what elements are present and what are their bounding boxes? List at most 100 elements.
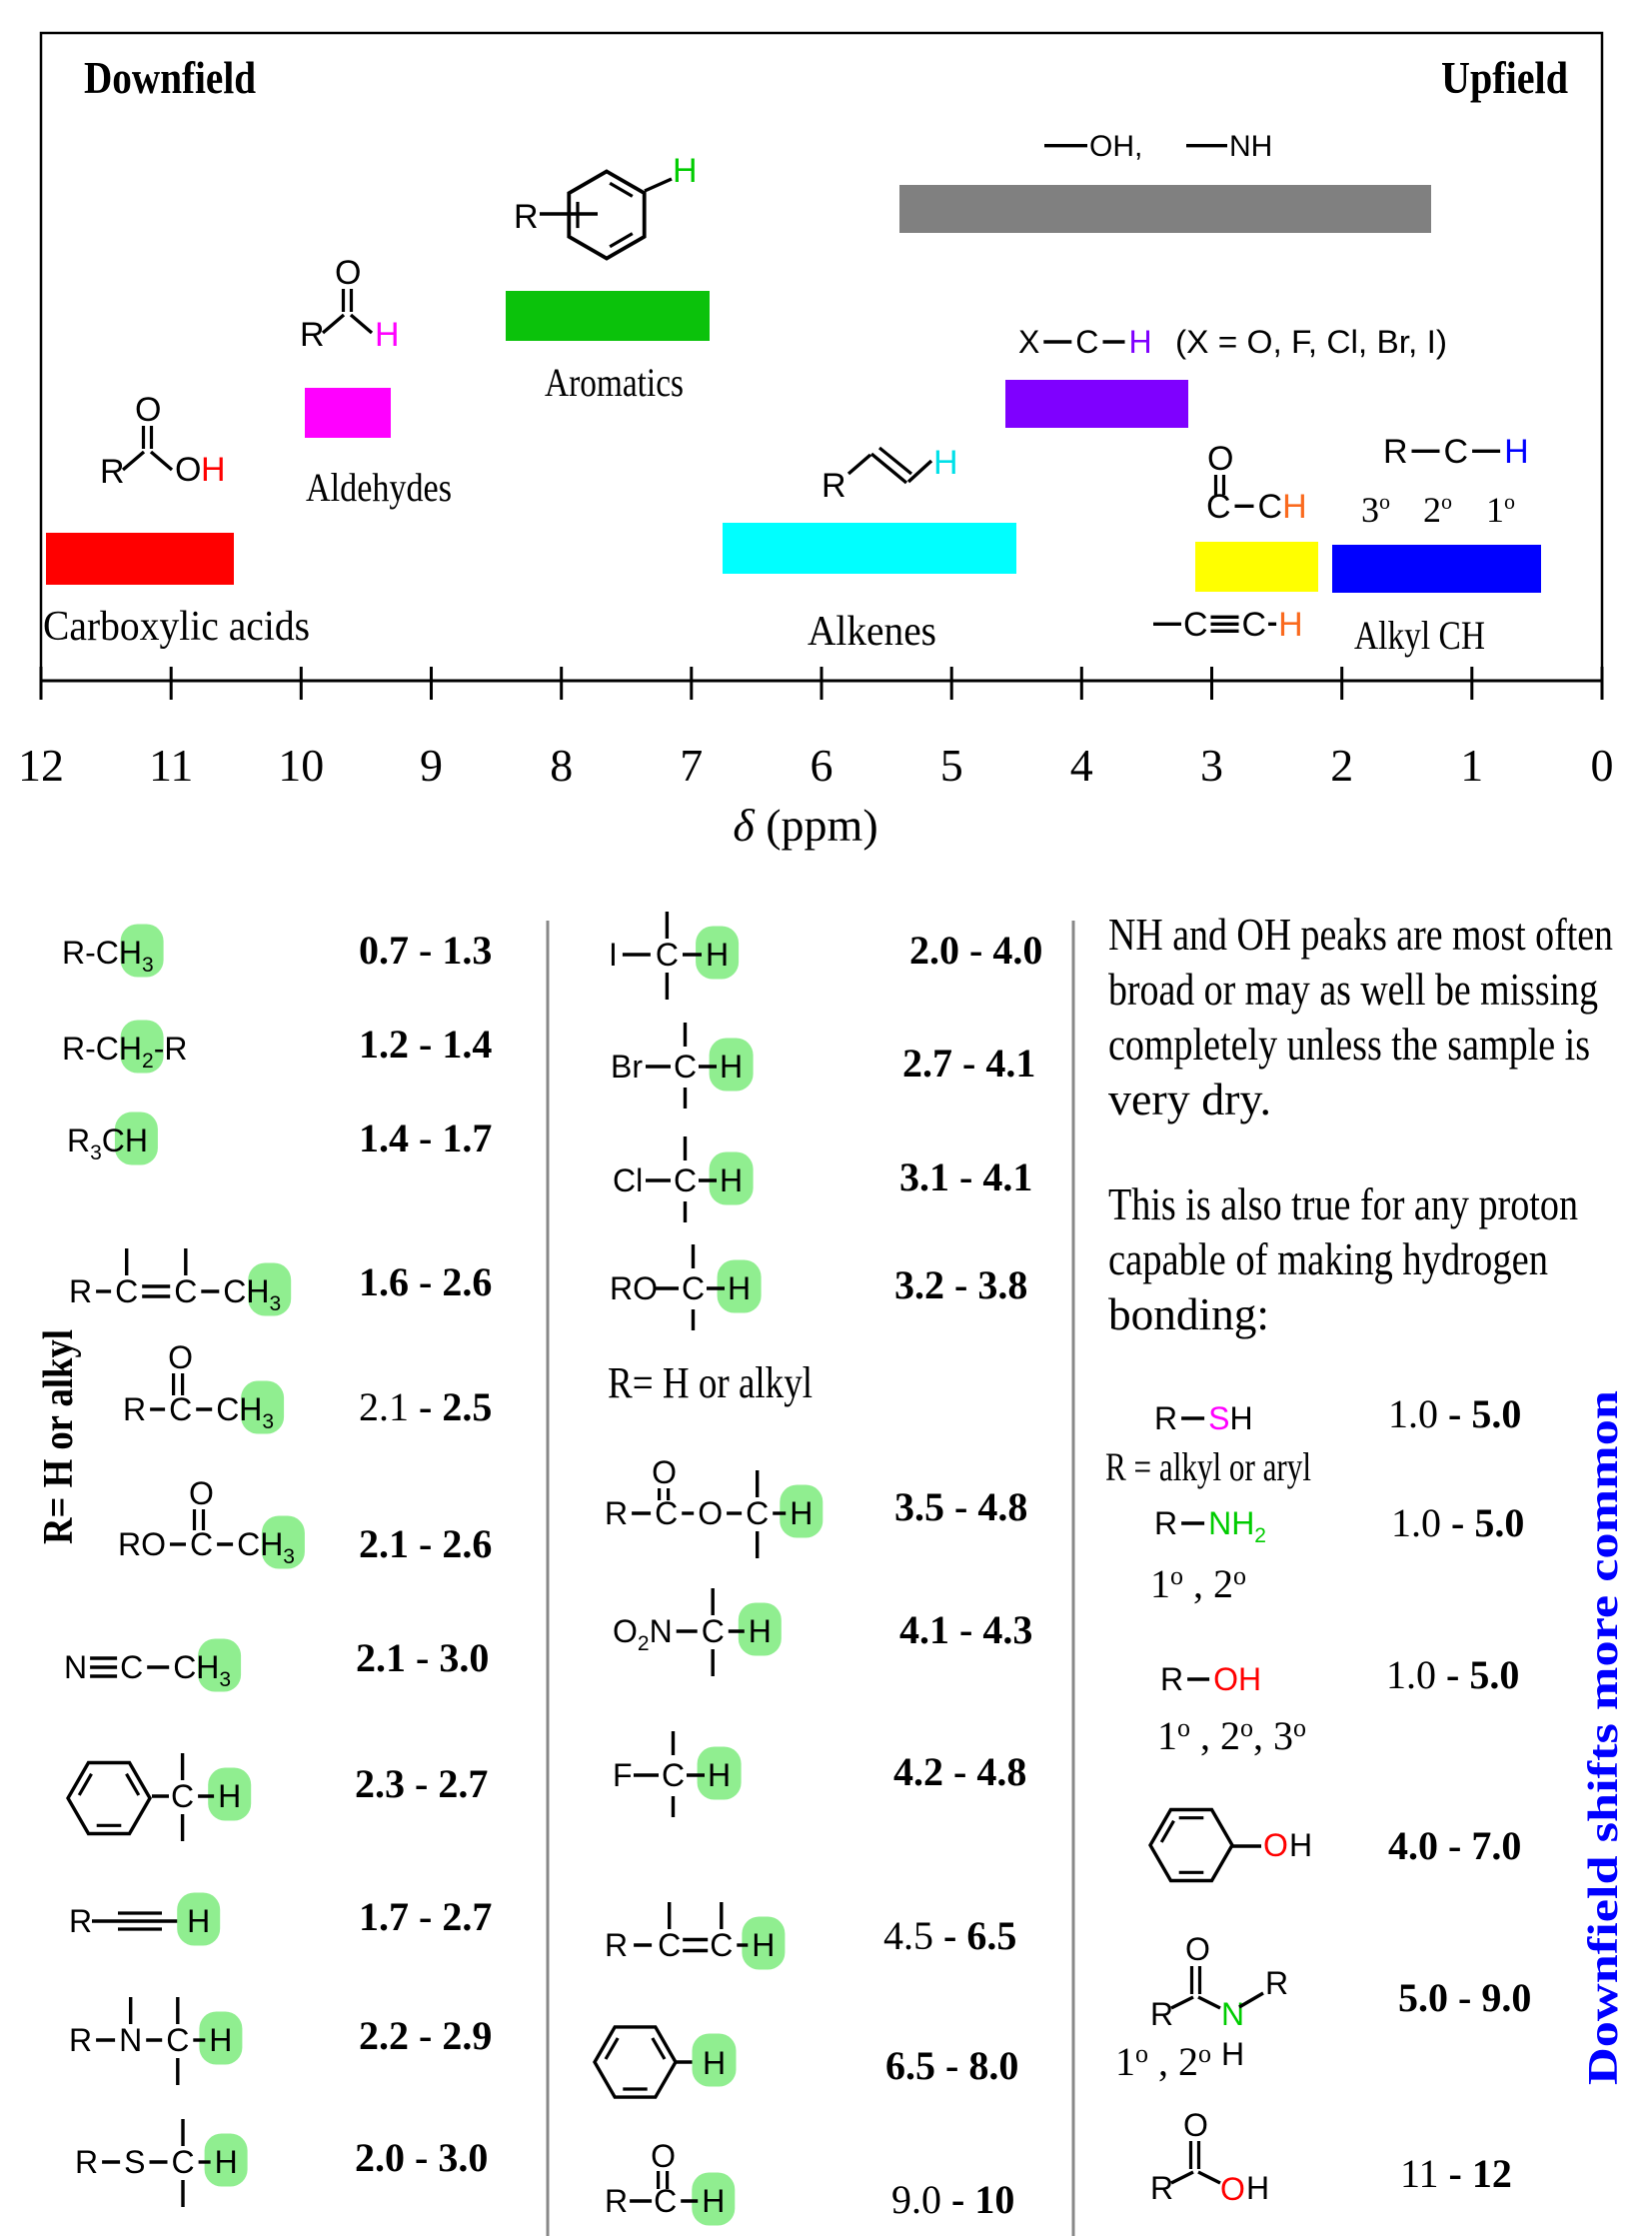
svg-text:H: H: [720, 1049, 743, 1085]
svg-text:3: 3: [90, 1141, 102, 1164]
svg-text:O: O: [1183, 2107, 1208, 2143]
svg-text:3: 3: [262, 1410, 274, 1433]
svg-text:4.5 - 6.5: 4.5 - 6.5: [883, 1913, 1016, 1958]
svg-text:C: C: [171, 1778, 194, 1814]
svg-text:R: R: [1150, 2170, 1173, 2206]
svg-text:0: 0: [1591, 740, 1614, 791]
svg-text:F: F: [613, 1757, 633, 1793]
svg-text:C: C: [173, 1649, 196, 1685]
svg-text:NH: NH: [1229, 130, 1272, 163]
svg-text:R: R: [69, 1903, 92, 1939]
svg-text:H: H: [218, 1778, 241, 1814]
svg-text:C: C: [674, 1049, 697, 1085]
svg-text:3: 3: [142, 954, 154, 977]
svg-text:δ (ppm): δ (ppm): [733, 800, 877, 851]
svg-text:R = alkyl or aryl: R = alkyl or aryl: [1105, 1444, 1311, 1489]
svg-text:H: H: [749, 1613, 772, 1649]
svg-text:C: C: [216, 1391, 239, 1427]
svg-text:C: C: [223, 1273, 246, 1309]
svg-text:N: N: [1208, 1505, 1231, 1541]
svg-text:O: O: [651, 2138, 676, 2174]
svg-text:capable of making hydrogen: capable of making hydrogen: [1108, 1233, 1548, 1284]
svg-text:C: C: [654, 2183, 677, 2219]
svg-text:Cl: Cl: [613, 1162, 643, 1198]
svg-text:R= H or alkyl: R= H or alkyl: [608, 1358, 813, 1407]
svg-text:4: 4: [1070, 740, 1093, 791]
svg-text:C: C: [115, 1273, 138, 1309]
svg-text:S: S: [1208, 1400, 1229, 1436]
svg-text:very dry.: very dry.: [1108, 1074, 1271, 1124]
svg-text:C: C: [1444, 433, 1469, 471]
svg-text:5.0 - 9.0: 5.0 - 9.0: [1398, 1975, 1531, 2020]
svg-text:H: H: [187, 1903, 210, 1939]
svg-text:I: I: [609, 937, 618, 973]
svg-text:11: 11: [149, 740, 193, 791]
svg-text:10: 10: [278, 740, 324, 791]
svg-text:2.1 - 2.5: 2.1 - 2.5: [359, 1384, 492, 1429]
svg-text:3.2 - 3.8: 3.2 - 3.8: [894, 1262, 1027, 1307]
svg-text:X: X: [1018, 324, 1039, 360]
svg-text:broad or may as well be missin: broad or may as well be missing: [1108, 964, 1598, 1015]
svg-text:1o , 2o, 3o: 1o , 2o, 3o: [1157, 1713, 1306, 1758]
svg-text:Downfield: Downfield: [84, 52, 256, 103]
svg-text:4.2 - 4.8: 4.2 - 4.8: [893, 1749, 1026, 1794]
svg-text:R: R: [1154, 1505, 1177, 1541]
svg-text:R: R: [69, 2022, 92, 2058]
svg-text:C: C: [169, 1391, 192, 1427]
svg-text:C: C: [656, 937, 679, 973]
svg-text:C: C: [655, 1495, 678, 1531]
svg-text:C: C: [174, 1273, 197, 1309]
svg-text:C: C: [674, 1162, 697, 1198]
svg-text:R: R: [1383, 433, 1408, 471]
svg-text:O: O: [1185, 1931, 1210, 1967]
svg-text:1.0 - 5.0: 1.0 - 5.0: [1386, 1652, 1519, 1697]
svg-text:R: R: [123, 1391, 146, 1427]
svg-text:H: H: [260, 1526, 283, 1562]
svg-text:H: H: [1278, 606, 1303, 644]
svg-text:C: C: [166, 2022, 189, 2058]
svg-text:O: O: [652, 1454, 677, 1490]
svg-text:H: H: [706, 937, 729, 973]
svg-text:C: C: [1242, 606, 1267, 644]
svg-text:RO: RO: [610, 1270, 658, 1306]
svg-text:2.1 - 3.0: 2.1 - 3.0: [356, 1635, 489, 1680]
svg-text:R: R: [605, 1927, 628, 1963]
svg-text:C: C: [120, 1649, 143, 1685]
svg-text:O: O: [698, 1495, 723, 1531]
svg-text:Carboxylic acids: Carboxylic acids: [43, 604, 310, 650]
svg-text:(X = O, F, Cl, Br, I): (X = O, F, Cl, Br, I): [1175, 324, 1447, 360]
svg-text:C: C: [746, 1495, 769, 1531]
svg-text:C: C: [1183, 606, 1208, 644]
svg-text:6.5 - 8.0: 6.5 - 8.0: [885, 2043, 1018, 2088]
svg-text:H: H: [201, 451, 226, 489]
svg-text:C: C: [102, 1122, 125, 1158]
svg-text:R: R: [1150, 1996, 1173, 2032]
svg-text:R: R: [75, 2144, 98, 2180]
svg-text:H: H: [752, 1927, 775, 1963]
svg-text:11 - 12: 11 - 12: [1400, 2151, 1512, 2196]
svg-text:H: H: [708, 1757, 731, 1793]
svg-text:Downfield shifts more common: Downfield shifts more common: [1581, 1390, 1627, 2085]
svg-text:2.3 - 2.7: 2.3 - 2.7: [355, 1761, 488, 1806]
svg-text:2: 2: [1254, 1524, 1266, 1547]
svg-text:1o , 2o: 1o , 2o: [1150, 1561, 1246, 1606]
svg-text:9.0 - 10: 9.0 - 10: [891, 2177, 1014, 2222]
svg-text:H: H: [790, 1495, 813, 1531]
svg-text:1.0 - 5.0: 1.0 - 5.0: [1388, 1391, 1521, 1436]
svg-text:1: 1: [1460, 740, 1483, 791]
svg-text:H: H: [1231, 1505, 1254, 1541]
svg-text:O: O: [189, 1475, 214, 1511]
svg-text:R: R: [1160, 1661, 1183, 1697]
svg-text:2.0 - 4.0: 2.0 - 4.0: [909, 928, 1042, 973]
svg-text:R= H or alkyl: R= H or alkyl: [36, 1329, 82, 1544]
svg-text:R: R: [100, 453, 125, 491]
svg-text:1o , 2o: 1o , 2o: [1115, 2039, 1211, 2084]
svg-text:C: C: [1206, 488, 1231, 526]
svg-text:3o: 3o: [1361, 489, 1390, 530]
svg-text:R: R: [514, 198, 539, 236]
svg-text:O: O: [1263, 1827, 1288, 1863]
svg-text:R: R: [1265, 1965, 1288, 2001]
svg-text:H: H: [209, 2022, 232, 2058]
svg-text:O: O: [1220, 2171, 1245, 2207]
svg-text:2o: 2o: [1423, 489, 1452, 530]
